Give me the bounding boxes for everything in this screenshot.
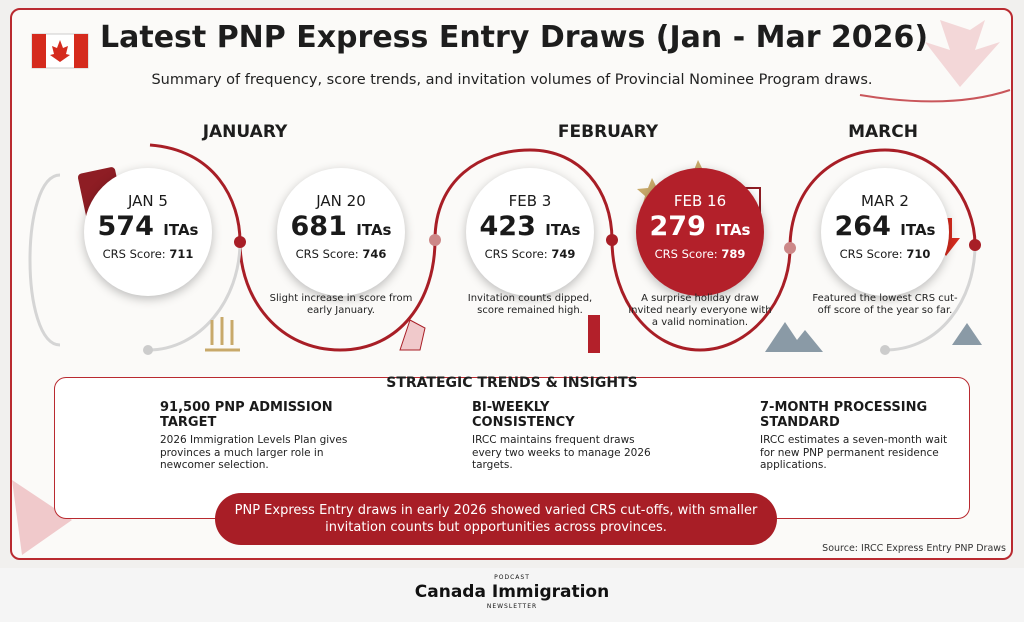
insight-heading: 91,500 PNP ADMISSION TARGET [160,400,333,430]
crs-label: CRS Score: [295,247,359,261]
itas-value: 279 [649,211,706,242]
logo-bottom: NEWSLETTER [486,603,538,610]
wheat-icon [205,317,240,352]
mountain-icon [765,322,823,352]
crs-label: CRS Score: [654,247,718,261]
crs-label: CRS Score: [102,247,166,261]
insight-text: IRCC maintains frequent draws every two … [472,434,651,471]
timeline-dot [234,236,246,248]
draw-note: Invitation counts dipped, score remained… [467,293,593,316]
flag-band [74,34,88,68]
draw-date: FEB 16 [673,192,727,210]
draw-circle: MAR 2 264 ITAs CRS Score: 710 [821,168,949,296]
draw-date: JAN 5 [128,192,168,210]
itas-unit: ITAs [715,221,751,239]
insights-title: STRATEGIC TRENDS & INSIGHTS [386,375,638,391]
crs-line: CRS Score: 789 [636,247,764,261]
itas-unit: ITAs [545,221,581,239]
timeline-dot [429,234,441,246]
timeline-arc [147,241,242,352]
crs-value: 710 [906,247,931,261]
crs-line: CRS Score: 746 [277,247,405,261]
insight-heading: BI-WEEKLY CONSISTENCY [472,400,575,430]
crs-value: 789 [721,247,746,261]
mountain-icon [952,323,982,345]
draw-circle: JAN 20 681 ITAs CRS Score: 746 [277,168,405,296]
subtitle: Summary of frequency, score trends, and … [151,72,873,88]
month-label: JANUARY [202,122,288,142]
itas-line: 681 ITAs [277,210,405,247]
draw-note: Featured the lowest CRS cut-off score of… [812,293,958,316]
crs-label: CRS Score: [839,247,903,261]
itas-value: 574 [97,211,154,242]
draw-note: A surprise holiday draw invited nearly e… [628,293,772,328]
insight-text: 2026 Immigration Levels Plan gives provi… [160,434,348,471]
itas-unit: ITAs [356,221,392,239]
crs-line: CRS Score: 711 [84,247,212,261]
logo-top: PODCAST [494,574,530,581]
timeline-dot [969,239,981,251]
itas-line: 423 ITAs [466,210,594,247]
draw-date: MAR 2 [861,192,909,210]
timeline-dot [880,345,890,355]
map-icon [399,319,426,351]
corner-decor [12,480,72,555]
swoosh [859,89,1011,103]
crs-label: CRS Score: [484,247,548,261]
timeline-path [149,143,977,352]
source: Source: IRCC Express Entry PNP Draws [822,543,1006,554]
timeline-dot [606,234,618,246]
draw-date: JAN 20 [316,192,366,210]
draw-date: FEB 3 [508,192,552,210]
crs-line: CRS Score: 710 [821,247,949,261]
timeline-dot [784,242,796,254]
draw-circle: JAN 5 574 ITAs CRS Score: 711 [84,168,212,296]
crs-line: CRS Score: 749 [466,247,594,261]
flag-band [32,34,46,68]
itas-line: 279 ITAs [636,210,764,247]
crs-value: 746 [362,247,387,261]
itas-line: 264 ITAs [821,210,949,247]
flag-leaf [50,40,70,62]
timeline-dot [143,345,153,355]
month-label: MARCH [848,122,918,142]
maple-decor [925,20,1000,87]
timeline-arc [884,244,977,352]
draw-circle: FEB 16 279 ITAs CRS Score: 789 [636,168,764,296]
footer-bg [0,568,1024,622]
draw-circle: FEB 3 423 ITAs CRS Score: 749 [466,168,594,296]
itas-unit: ITAs [900,221,936,239]
crs-value: 749 [551,247,576,261]
itas-unit: ITAs [163,221,199,239]
summary-banner: PNP Express Entry draws in early 2026 sh… [215,493,777,545]
title: Latest PNP Express Entry Draws (Jan - Ma… [100,20,929,55]
timeline-arc [28,173,61,347]
insight-text: IRCC estimates a seven-month wait for ne… [760,434,948,471]
month-label: FEBRUARY [557,122,659,142]
itas-value: 681 [290,211,347,242]
logo-name: Canada Immigration [414,582,610,602]
itas-line: 574 ITAs [84,210,212,247]
draw-note: Slight increase in score from early Janu… [269,293,413,316]
itas-value: 264 [834,211,891,242]
lighthouse-icon [588,315,600,353]
insight-heading: 7-MONTH PROCESSING STANDARD [760,400,928,430]
crs-value: 711 [169,247,194,261]
itas-value: 423 [479,211,536,242]
